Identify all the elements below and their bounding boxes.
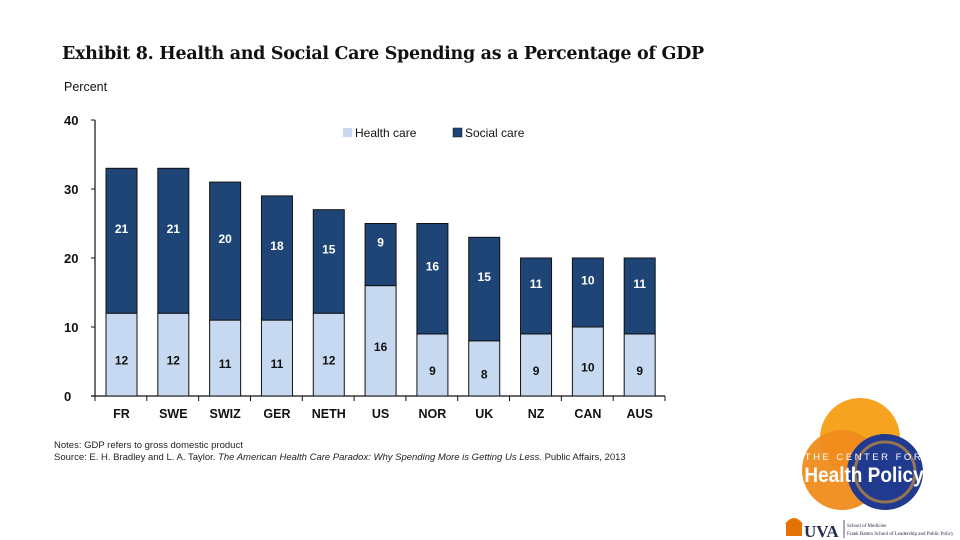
data-label: 9 [533, 364, 540, 378]
bar-social-care-neth [312, 209, 345, 314]
data-label: 10 [581, 361, 595, 375]
x-tick-label: GER [263, 407, 290, 421]
x-tick-label: US [372, 407, 389, 421]
y-tick-label: 40 [64, 113, 78, 128]
bar-health-care-uk [468, 340, 501, 397]
data-label: 18 [270, 239, 284, 253]
bar-health-care-can [571, 326, 604, 397]
x-tick-label: SWIZ [210, 407, 242, 421]
data-label: 11 [219, 357, 232, 371]
bar-social-care-ger [260, 195, 293, 321]
bar-health-care-aus [623, 333, 656, 397]
data-label: 21 [115, 222, 129, 236]
x-tick-label: AUS [626, 407, 652, 421]
bar-social-care-nz [520, 257, 553, 335]
data-label: 21 [167, 222, 181, 236]
data-label: 9 [377, 236, 384, 250]
center-for-health-policy-logo: THE CENTER FOR Health Policy UVA School … [785, 398, 954, 540]
uva-rotunda-icon [785, 518, 803, 536]
data-label: 10 [581, 274, 595, 288]
bar-social-care-swiz [209, 181, 242, 321]
legend-swatch [343, 128, 352, 137]
bar-social-care-uk [468, 236, 501, 342]
notes-line: Notes: GDP refers to gross domestic prod… [54, 440, 243, 451]
source-suffix: Public Affairs, 2013 [544, 452, 626, 463]
x-tick-label: NETH [312, 407, 346, 421]
data-label: 12 [167, 354, 181, 368]
bars [105, 167, 656, 397]
y-tick-label: 10 [64, 320, 78, 335]
data-label: 15 [322, 242, 336, 256]
data-label: 12 [115, 354, 129, 368]
source-prefix: Source: E. H. Bradley and L. A. Taylor. [54, 452, 216, 463]
bar-health-care-swiz [209, 319, 242, 397]
bar-social-care-swe [157, 167, 190, 314]
bar-social-care-aus [623, 257, 656, 335]
legend: Health care Social care [343, 126, 525, 140]
data-label: 16 [426, 260, 440, 274]
source-line: Source: E. H. Bradley and L. A. Taylor. … [54, 452, 634, 464]
bar-social-care-fr [105, 167, 138, 314]
data-label: 12 [322, 354, 336, 368]
bar-health-care-fr [105, 312, 138, 397]
logo-school2: Frank Batten School of Leadership and Pu… [847, 532, 954, 537]
x-tick-label: NZ [528, 407, 545, 421]
notes: Notes: GDP refers to gross domestic prod… [54, 440, 634, 464]
legend-swatch [452, 127, 463, 138]
bar-health-care-nz [520, 333, 553, 397]
data-label: 15 [478, 270, 492, 284]
bar-social-care-can [571, 257, 604, 328]
logo-school1: School of Medicine [847, 524, 887, 529]
data-label: 11 [271, 357, 284, 371]
y-tick-label: 20 [64, 251, 78, 266]
y-tick-label: 0 [64, 389, 71, 404]
data-labels: 12 21 12 21 11 20 11 18 12 15 16 9 9 16 8 15 9 11 10 10 9 11 [115, 222, 647, 382]
x-tick-label: NOR [419, 407, 447, 421]
data-label: 11 [530, 277, 543, 291]
bar-social-care-us [364, 223, 397, 287]
x-tick-label: UK [475, 407, 493, 421]
x-tick-label: SWE [159, 407, 187, 421]
uva-wordmark: UVA [804, 522, 839, 540]
bar-health-care-nor [416, 333, 449, 397]
bar-health-care-neth [312, 312, 345, 397]
y-tick-label: 30 [64, 182, 78, 197]
source-title: The American Health Care Paradox: Why Sp… [218, 452, 542, 463]
chart-title: Exhibit 8. Health and Social Care Spendi… [62, 44, 704, 64]
logo-line2: Health Policy [804, 464, 923, 487]
legend-label: Health care [355, 126, 417, 140]
data-label: 11 [633, 277, 646, 291]
bar-social-care-nor [416, 223, 449, 335]
legend-label: Social care [465, 126, 525, 140]
y-axis-label: Percent [64, 80, 108, 94]
x-tick-label: CAN [574, 407, 601, 421]
data-label: 8 [481, 367, 488, 381]
x-tick-label: FR [113, 407, 130, 421]
logo-circle-right [847, 434, 923, 510]
data-label: 9 [429, 364, 436, 378]
data-label: 9 [636, 364, 643, 378]
logo-line1: THE CENTER FOR [805, 452, 923, 463]
bar-health-care-ger [260, 319, 293, 397]
logo-ring [853, 440, 917, 504]
data-label: 16 [374, 340, 388, 354]
data-label: 20 [218, 232, 232, 246]
